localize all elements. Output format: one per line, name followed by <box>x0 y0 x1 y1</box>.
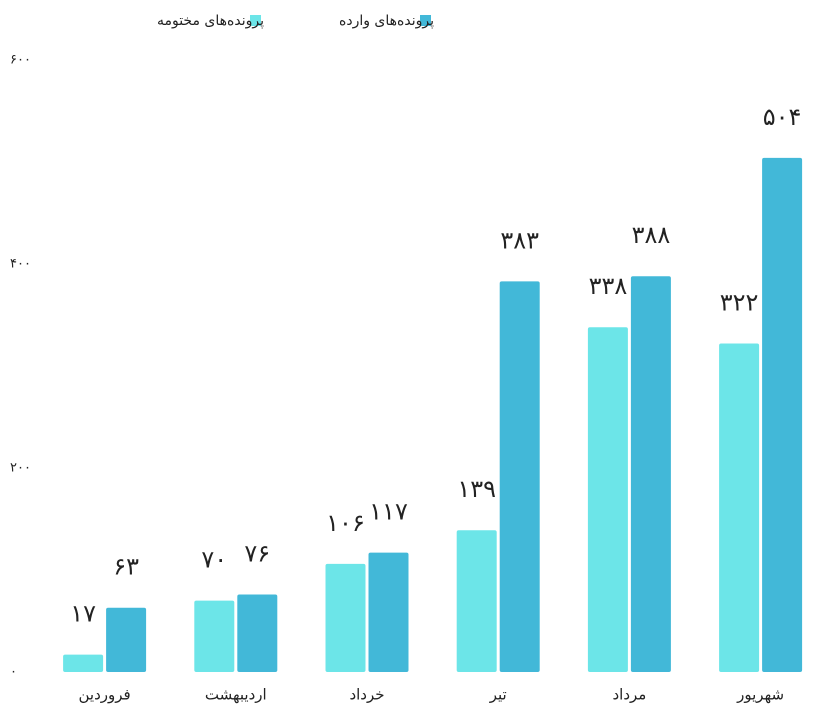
value-label: ۳۸۸ <box>632 221 671 249</box>
legend-swatch <box>250 15 261 26</box>
legend-swatch <box>420 15 431 26</box>
x-tick-label: تیر <box>489 686 507 704</box>
value-label: ۳۸۳ <box>500 226 539 254</box>
legend-label: پرونده‌های مختومه <box>157 13 264 29</box>
bar <box>456 530 497 672</box>
bar <box>719 343 760 672</box>
x-tick-label: خرداد <box>349 686 384 704</box>
bar <box>499 281 540 672</box>
x-tick-label: اردیبهشت <box>205 686 267 704</box>
value-label: ۷۰ <box>201 546 227 574</box>
bar <box>63 654 104 672</box>
value-label: ۱۳۹ <box>457 475 496 503</box>
value-label: ۶۳ <box>113 553 139 581</box>
value-label: ۱۱۷ <box>369 498 408 526</box>
x-tick-label: شهریور <box>736 686 784 704</box>
x-tick-label: فروردین <box>78 686 130 704</box>
bar <box>325 563 366 672</box>
bar <box>237 594 278 672</box>
bar <box>762 157 803 673</box>
bar <box>587 327 628 672</box>
value-label: ۵۰۴ <box>763 103 802 131</box>
y-tick-label: ۶۰۰ <box>10 53 31 68</box>
bar <box>630 276 671 672</box>
bar <box>106 607 147 672</box>
value-label: ۱۰۶ <box>326 509 365 537</box>
value-label: ۳۲۲ <box>720 289 759 317</box>
value-label: ۱۷ <box>70 600 96 628</box>
y-tick-label: ۴۰۰ <box>10 257 31 272</box>
legend-label: پرونده‌های وارده <box>339 13 434 29</box>
bar <box>368 552 409 672</box>
value-label: ۳۳۸ <box>589 272 628 300</box>
bar <box>194 600 235 672</box>
y-tick-label: ۲۰۰ <box>10 461 31 476</box>
x-tick-label: مرداد <box>612 686 646 704</box>
y-tick-label: ۰ <box>10 665 17 680</box>
value-label: ۷۶ <box>244 539 270 567</box>
